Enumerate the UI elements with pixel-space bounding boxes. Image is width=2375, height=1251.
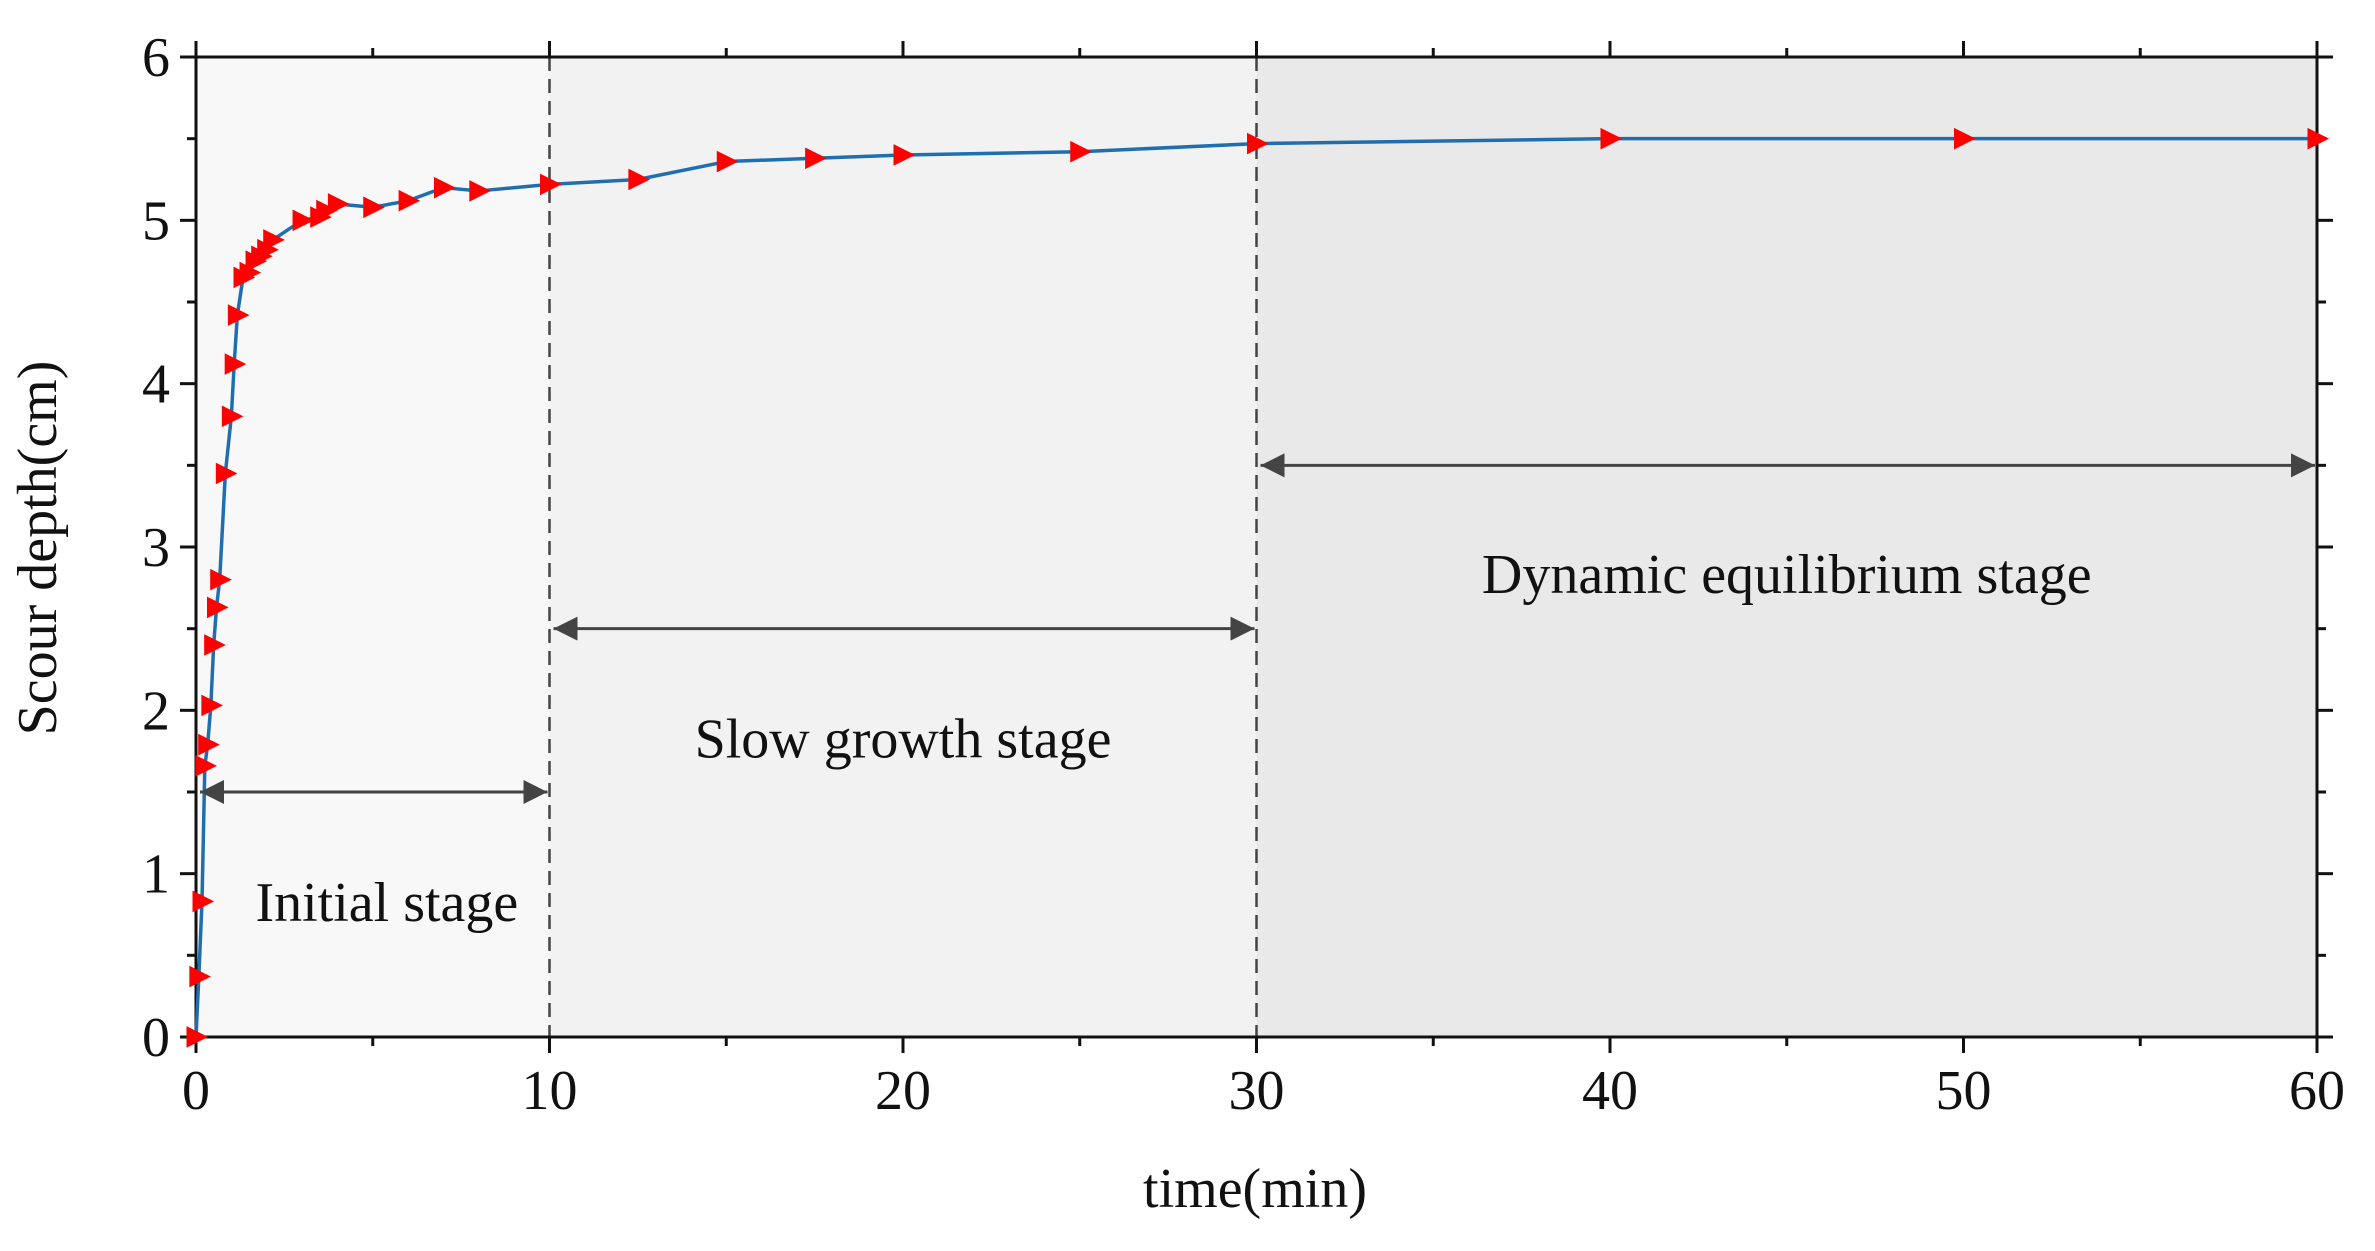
data-point	[292, 209, 315, 232]
data-point	[716, 150, 739, 173]
data-point	[204, 634, 226, 656]
data-point	[227, 304, 250, 326]
x-axis-label: time(min)	[1143, 1158, 1367, 1220]
stage-shade-2	[1256, 57, 2317, 1037]
data-point	[207, 596, 229, 619]
x-tick-label: 20	[875, 1060, 931, 1122]
data-point	[186, 1026, 209, 1048]
x-tick-label: 50	[1936, 1060, 1992, 1122]
data-point	[1070, 140, 1092, 163]
data-point	[1247, 132, 1269, 155]
y-tick-label: 5	[142, 190, 170, 252]
stage-shade-1	[549, 57, 1257, 1037]
x-tick-label: 30	[1229, 1060, 1285, 1122]
x-tick-label: 0	[182, 1060, 210, 1122]
data-point	[628, 168, 650, 191]
data-point	[189, 965, 211, 988]
stage-shading-layer	[196, 57, 2317, 1037]
x-tick-label: 10	[522, 1060, 578, 1122]
data-point	[192, 890, 215, 913]
stage-label-1: Slow growth stage	[695, 709, 1112, 771]
y-tick-label: 6	[142, 27, 170, 89]
data-point	[805, 147, 827, 170]
data-point	[215, 462, 238, 485]
data-point	[540, 173, 562, 196]
data-point	[469, 180, 491, 202]
data-point	[433, 176, 456, 199]
stage-dividers	[548, 57, 1258, 1037]
data-point	[1600, 127, 1623, 150]
data-point	[398, 189, 421, 212]
data-point	[221, 405, 244, 428]
data-point	[198, 733, 220, 756]
data-point	[1954, 127, 1976, 150]
data-point	[224, 353, 247, 375]
stage-annotations: Initial stage Slow growth stage Dynamic eq…	[200, 453, 2315, 934]
data-point	[195, 755, 217, 777]
y-tick-label: 0	[142, 1007, 170, 1069]
data-point	[210, 568, 232, 591]
x-tick-label: 40	[1582, 1060, 1638, 1122]
stage-label-0: Initial stage	[255, 872, 518, 934]
plot-frame: 0 10 20 30 40 50 60 0 1 2 3 4 5 6	[142, 27, 2345, 1122]
data-point	[201, 694, 223, 717]
stage-label-2: Dynamic equilibrium stage	[1482, 544, 2092, 606]
data-point	[263, 229, 285, 251]
y-tick-label: 4	[142, 354, 170, 416]
data-point	[327, 193, 350, 215]
y-tick-label: 1	[142, 844, 170, 906]
data-point	[893, 144, 916, 166]
y-axis-label: Scour depth(cm)	[7, 361, 69, 736]
data-series	[186, 127, 2330, 1048]
data-point	[363, 196, 385, 219]
y-tick-label: 2	[142, 680, 170, 742]
data-point	[2307, 127, 2330, 150]
stage-shade-0	[196, 57, 550, 1037]
data-point	[316, 199, 338, 222]
x-tick-label: 60	[2289, 1060, 2345, 1122]
y-tick-label: 3	[142, 517, 170, 579]
